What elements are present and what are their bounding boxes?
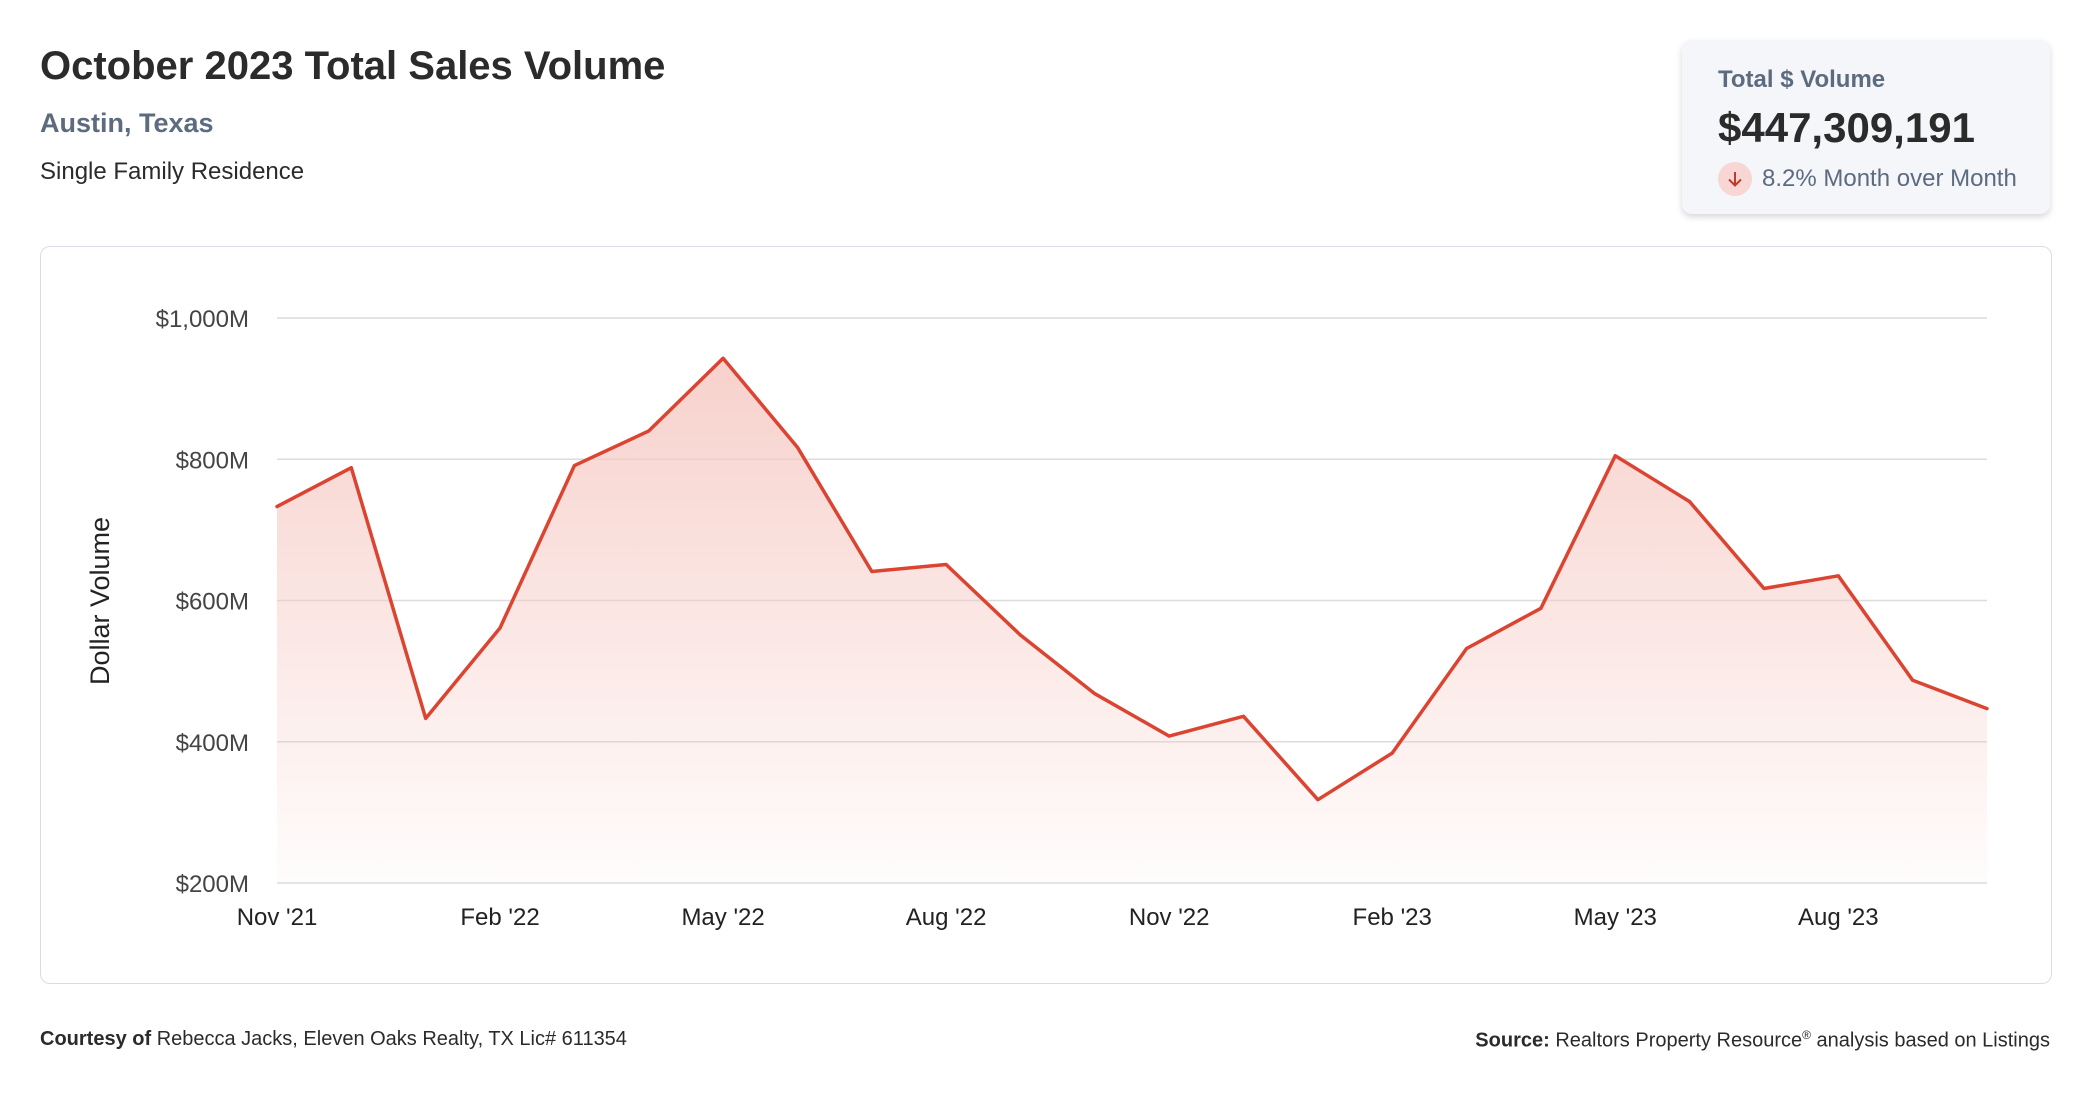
courtesy-footer: Courtesy of Rebecca Jacks, Eleven Oaks R… [40, 1028, 627, 1051]
data-point [1687, 499, 1693, 505]
data-point [423, 715, 429, 721]
data-point [1910, 677, 1916, 683]
source-suffix: analysis based on Listings [1816, 1029, 2050, 1052]
courtesy-text: Rebecca Jacks, Eleven Oaks Realty, TX Li… [156, 1028, 627, 1050]
data-point [1315, 797, 1321, 803]
data-point [720, 355, 726, 361]
x-tick-label: Feb '23 [1353, 904, 1432, 931]
data-point [794, 444, 800, 450]
chart-panel: $200M $400M $600M $800M $1,000M Dollar Volume… [40, 246, 2052, 984]
x-tick-label: Nov '21 [237, 904, 318, 931]
total-volume-card: Total $ Volume $447,309,191 8.2% Month o… [1682, 40, 2050, 214]
page-title: October 2023 Total Sales Volume [40, 44, 666, 88]
x-tick-label: Aug '22 [906, 904, 987, 931]
kpi-label: Total $ Volume [1718, 66, 1886, 93]
y-tick-label: $800M [176, 447, 249, 474]
x-tick-label: May '22 [681, 904, 764, 931]
data-point [869, 569, 875, 575]
data-point [1389, 750, 1395, 756]
data-point [943, 562, 949, 568]
kpi-change: 8.2% Month over Month [1718, 162, 2017, 196]
y-axis-label: Dollar Volume [85, 517, 115, 685]
y-tick-label: $600M [176, 589, 249, 616]
x-tick-label: May '23 [1574, 904, 1657, 931]
data-point [1241, 713, 1247, 719]
kpi-change-text: 8.2% Month over Month [1762, 165, 2017, 192]
data-point [1464, 646, 1470, 652]
data-point [1835, 573, 1841, 579]
sales-volume-area [277, 358, 1987, 883]
data-point [1018, 632, 1024, 638]
data-point [1984, 706, 1990, 712]
data-point [1538, 605, 1544, 611]
property-type-label: Single Family Residence [40, 158, 305, 185]
data-point [1166, 733, 1172, 739]
data-point [1612, 453, 1618, 459]
sales-volume-chart: $200M $400M $600M $800M $1,000M Dollar Volume… [85, 306, 1990, 931]
x-tick-label: Aug '23 [1798, 904, 1879, 931]
x-tick-label: Feb '22 [460, 904, 539, 931]
data-point [274, 504, 280, 510]
data-point [1092, 691, 1098, 697]
source-footer: Source: Realtors Property Resource® anal… [1475, 1028, 2050, 1053]
x-tick-label: Nov '22 [1129, 904, 1210, 931]
sales-volume-line [275, 356, 1989, 802]
data-point [348, 465, 354, 471]
y-tick-label: $400M [176, 730, 249, 757]
source-text: Realtors Property Resource [1555, 1029, 1803, 1052]
source-label: Source: [1475, 1029, 1550, 1052]
y-tick-label: $1,000M [156, 306, 249, 333]
y-tick-label: $200M [176, 871, 249, 898]
location-subtitle: Austin, Texas [40, 108, 214, 138]
data-point [571, 463, 577, 469]
data-point [646, 428, 652, 434]
registered-mark: ® [1802, 1028, 1811, 1042]
courtesy-label: Courtesy of [40, 1028, 152, 1050]
down-arrow-icon [1718, 162, 1752, 196]
data-point [1761, 586, 1767, 592]
kpi-value: $447,309,191 [1718, 104, 1975, 151]
data-point [497, 625, 503, 631]
